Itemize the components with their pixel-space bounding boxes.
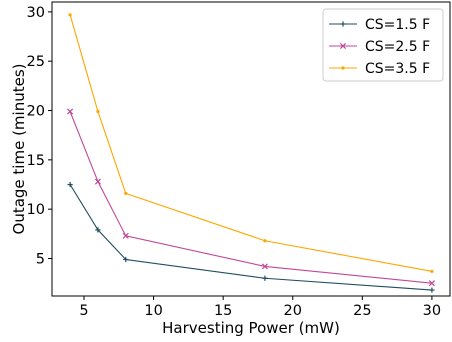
data-point (263, 239, 267, 243)
legend-label: CS=2.5 F (365, 39, 430, 55)
y-axis-title: Outage time (minutes) (10, 64, 28, 235)
y-tick-label: 5 (36, 252, 45, 268)
data-point (96, 109, 100, 114)
legend: CS=1.5 F CS=2.5 F CS=3.5 F (322, 8, 444, 82)
x-tick-label: 15 (214, 303, 232, 319)
data-point (428, 280, 435, 287)
series-2 (67, 108, 435, 287)
legend-label: CS=3.5 F (365, 61, 430, 77)
data-point (430, 269, 434, 273)
data-point (68, 13, 72, 17)
x-tick-label: 10 (144, 303, 162, 319)
legend-marker (341, 66, 345, 70)
x-tick-label: 25 (353, 303, 371, 319)
series-1 (67, 181, 435, 293)
x-axis-ticks: 5 10 15 20 25 30 (79, 296, 441, 319)
data-point (67, 108, 74, 115)
x-axis-title: Harvesting Power (mW) (162, 319, 340, 337)
data-point (124, 191, 128, 195)
y-tick-label: 30 (27, 5, 45, 21)
legend-entry: CS=1.5 F (329, 17, 430, 33)
x-tick-label: 5 (79, 303, 88, 319)
x-tick-label: 20 (284, 303, 302, 319)
legend-entry: CS=3.5 F (329, 61, 430, 77)
legend-label: CS=1.5 F (365, 17, 430, 33)
x-tick-label: 30 (423, 303, 441, 319)
y-tick-label: 15 (27, 153, 45, 169)
data-point (261, 263, 268, 270)
y-tick-label: 25 (27, 54, 45, 70)
data-point (94, 178, 101, 185)
data-point (122, 232, 129, 239)
legend-entry: CS=2.5 F (329, 39, 430, 55)
y-axis-ticks: 5 10 15 20 25 30 (27, 5, 52, 268)
series-layer (67, 13, 435, 293)
legend-marker (339, 42, 347, 50)
y-tick-label: 10 (27, 202, 45, 218)
legend-box (322, 8, 444, 82)
y-tick-label: 20 (27, 104, 45, 120)
series-3 (68, 13, 434, 273)
